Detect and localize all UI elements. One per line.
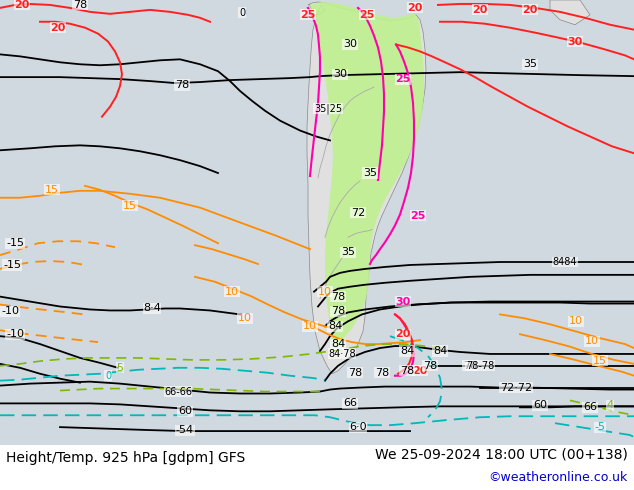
Text: 60: 60 — [178, 406, 192, 416]
Text: 78-78: 78-78 — [466, 361, 494, 371]
Text: 78: 78 — [73, 0, 87, 10]
Text: 35: 35 — [363, 168, 377, 178]
Text: Height/Temp. 925 hPa [gdpm] GFS: Height/Temp. 925 hPa [gdpm] GFS — [6, 451, 245, 466]
Text: -15: -15 — [6, 238, 24, 248]
Text: -10: -10 — [1, 306, 19, 317]
Text: 78: 78 — [400, 366, 414, 376]
Text: -10: -10 — [6, 329, 24, 339]
Text: 15: 15 — [593, 356, 607, 366]
Text: -54: -54 — [176, 425, 194, 435]
Text: 66: 66 — [583, 402, 597, 413]
Text: 84: 84 — [328, 321, 342, 331]
Text: We 25-09-2024 18:00 UTC (00+138): We 25-09-2024 18:00 UTC (00+138) — [375, 448, 628, 462]
Text: 10: 10 — [569, 317, 583, 326]
Text: 20: 20 — [522, 5, 538, 15]
Text: 78: 78 — [331, 292, 345, 302]
Polygon shape — [310, 2, 424, 352]
Polygon shape — [550, 0, 590, 24]
Text: 30: 30 — [396, 296, 411, 307]
Text: 5: 5 — [117, 363, 124, 373]
Text: 78: 78 — [175, 80, 189, 90]
Text: 10: 10 — [238, 314, 252, 323]
Text: 15: 15 — [123, 200, 137, 211]
Text: 20: 20 — [407, 3, 423, 13]
Text: 20: 20 — [15, 0, 30, 10]
Text: ©weatheronline.co.uk: ©weatheronline.co.uk — [488, 471, 628, 484]
Text: 66: 66 — [343, 398, 357, 408]
Text: 78: 78 — [331, 306, 345, 317]
Text: 60: 60 — [533, 400, 547, 410]
Text: 72: 72 — [351, 208, 365, 218]
Text: 8·4: 8·4 — [143, 303, 161, 314]
Text: 25: 25 — [396, 74, 411, 84]
Text: 25: 25 — [359, 10, 375, 20]
Text: 6·0: 6·0 — [349, 422, 367, 432]
Text: 66-66: 66-66 — [164, 387, 192, 396]
Text: 78: 78 — [375, 368, 389, 378]
Text: 10: 10 — [303, 321, 317, 331]
Text: 84: 84 — [400, 346, 414, 356]
Text: 84·78: 84·78 — [328, 349, 356, 359]
Text: 72·72: 72·72 — [500, 383, 532, 392]
Text: 78: 78 — [463, 361, 477, 371]
Text: 84: 84 — [433, 346, 447, 356]
Text: 4: 4 — [607, 400, 614, 410]
Text: 78: 78 — [348, 368, 362, 378]
Text: -15: -15 — [3, 260, 21, 270]
Text: 30: 30 — [567, 37, 583, 47]
Text: 0: 0 — [105, 371, 111, 381]
Text: 20: 20 — [412, 366, 428, 376]
Text: 0: 0 — [239, 8, 245, 18]
Text: 35: 35 — [523, 59, 537, 69]
Text: 8484: 8484 — [553, 257, 577, 267]
Text: -5: -5 — [595, 422, 605, 432]
Text: 10: 10 — [585, 336, 599, 346]
Text: 20: 20 — [50, 23, 66, 33]
Text: 30: 30 — [333, 69, 347, 79]
Text: 20: 20 — [396, 329, 411, 339]
Text: 25: 25 — [410, 211, 425, 220]
Text: 25: 25 — [301, 10, 316, 20]
Text: 10: 10 — [318, 287, 332, 296]
Text: 20: 20 — [472, 5, 488, 15]
Text: 84: 84 — [331, 339, 345, 349]
Text: 35|25: 35|25 — [314, 103, 342, 114]
Text: 35: 35 — [341, 247, 355, 257]
Text: 78: 78 — [423, 361, 437, 371]
Text: 10: 10 — [225, 287, 239, 296]
Polygon shape — [307, 2, 426, 374]
Text: 15: 15 — [45, 185, 59, 195]
Text: 30: 30 — [343, 40, 357, 49]
